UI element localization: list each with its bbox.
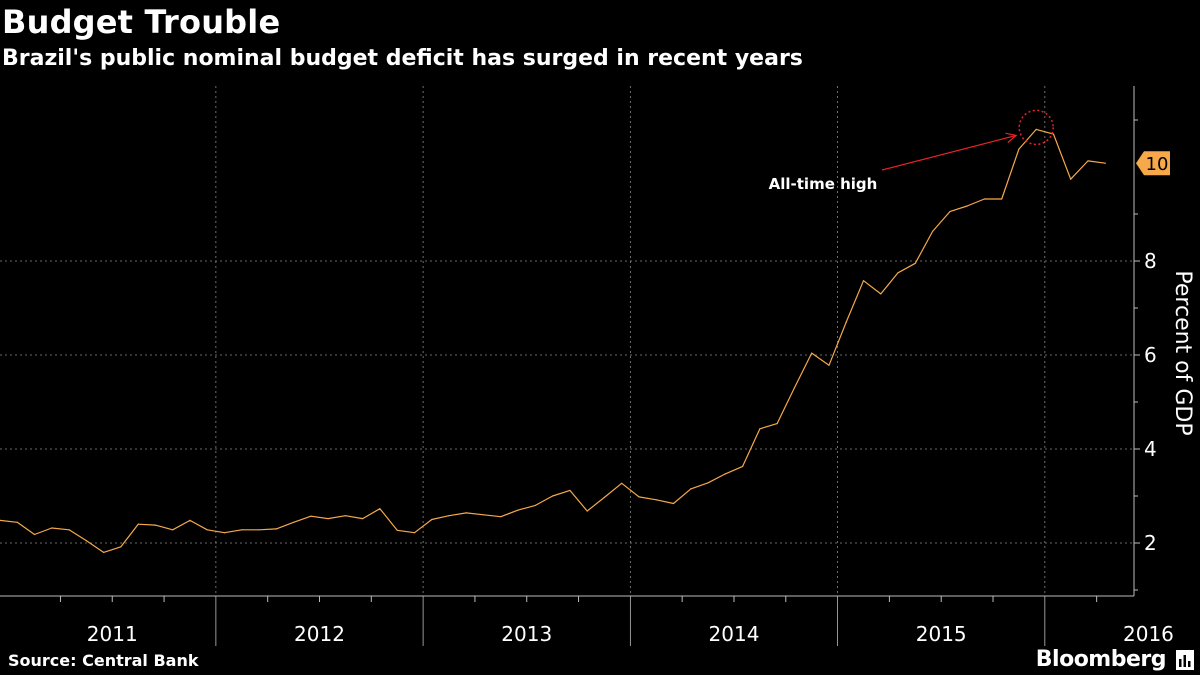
data-point [742, 465, 744, 467]
x-tick-label: 2012 [294, 622, 345, 646]
data-point [465, 512, 467, 514]
grid-lines [0, 86, 1134, 596]
data-point [172, 529, 174, 531]
data-point [310, 515, 312, 517]
data-point [51, 527, 53, 529]
data-point [1001, 198, 1003, 200]
data-point [621, 482, 623, 484]
data-point [586, 510, 588, 512]
last-value-tag-shape [1136, 151, 1170, 176]
data-point [258, 529, 260, 531]
data-point [603, 496, 606, 498]
data-point [776, 423, 778, 425]
x-tick-label: 2015 [916, 622, 967, 646]
data-point [431, 518, 433, 521]
annotation-circle [1018, 109, 1054, 146]
data-point [811, 352, 813, 354]
source-note: Source: Central Bank [8, 651, 199, 670]
y-tick-label: 4 [1144, 437, 1157, 461]
y-tick-label: 6 [1144, 343, 1157, 367]
x-tick-label: 2016 [1123, 622, 1174, 646]
data-point [724, 473, 726, 475]
y-tick-label: 8 [1144, 249, 1157, 273]
data-point [362, 518, 364, 520]
data-point [845, 321, 847, 323]
data-point [949, 211, 951, 213]
all-time-high-annotation: All-time high [769, 109, 1054, 193]
data-point [932, 230, 934, 232]
data-point [914, 262, 916, 264]
data-point [293, 521, 295, 523]
data-point [500, 516, 502, 518]
data-point [241, 529, 243, 531]
data-point [880, 293, 882, 295]
data-point [672, 502, 675, 505]
data-point [1035, 128, 1037, 130]
x-tick-label: 2013 [501, 622, 552, 646]
data-point [759, 428, 761, 430]
data-point [275, 528, 277, 530]
data-point [983, 198, 986, 200]
y-axis-ticks: 2 4 6 8 [1134, 119, 1157, 591]
data-point [793, 387, 796, 389]
last-value-tag: 10 [1136, 151, 1170, 176]
x-tick-label: 2011 [87, 622, 138, 646]
data-point [396, 529, 398, 531]
data-point [1104, 162, 1106, 164]
last-value-tag-label: 10 [1146, 154, 1169, 175]
annotation-arrow [881, 134, 1017, 171]
data-point [154, 524, 156, 526]
data-point [690, 488, 692, 490]
data-point [16, 521, 18, 523]
data-point [897, 272, 899, 274]
x-axis-ticks: 2011 2012 2013 2014 2015 2016 [59, 596, 1174, 646]
data-point [68, 529, 70, 531]
x-tick-label: 2014 [709, 622, 760, 646]
bloomberg-logo: Bloomberg [1035, 647, 1167, 672]
annotation-arrowhead [1005, 132, 1018, 143]
data-point [655, 499, 657, 501]
y-axis-label: Percent of GDP [1170, 270, 1195, 435]
data-point [517, 509, 519, 511]
bloomberg-terminal-icon [1176, 650, 1194, 670]
data-point [707, 482, 709, 484]
chart-title: Budget Trouble [2, 3, 281, 41]
chart-subtitle: Brazil's public nominal budget deficit h… [2, 46, 803, 71]
axes [0, 86, 1135, 597]
data-point [413, 532, 416, 534]
data-point [448, 515, 450, 517]
data-point [206, 529, 208, 531]
data-point [223, 532, 226, 534]
data-point [85, 540, 87, 542]
data-point [862, 280, 865, 282]
data-point [638, 496, 640, 498]
data-point [552, 495, 554, 497]
data-point [120, 546, 122, 548]
data-point [327, 518, 329, 520]
data-points [0, 128, 1106, 554]
data-point [103, 551, 105, 554]
series-line [0, 128, 1106, 554]
data-point [0, 519, 1, 521]
data-point [379, 508, 381, 510]
data-point [189, 519, 191, 522]
data-point [1087, 160, 1089, 162]
data-point [483, 514, 485, 516]
data-point [966, 205, 968, 207]
data-point [1052, 133, 1055, 135]
y-tick-label: 2 [1144, 531, 1157, 555]
data-point [1018, 148, 1020, 150]
data-point [137, 523, 139, 525]
annotation-label: All-time high [769, 175, 878, 193]
data-point [828, 364, 830, 366]
data-point [1070, 178, 1072, 180]
data-point [569, 489, 571, 491]
data-point [344, 515, 346, 517]
data-point [33, 533, 36, 536]
data-point [534, 504, 537, 506]
